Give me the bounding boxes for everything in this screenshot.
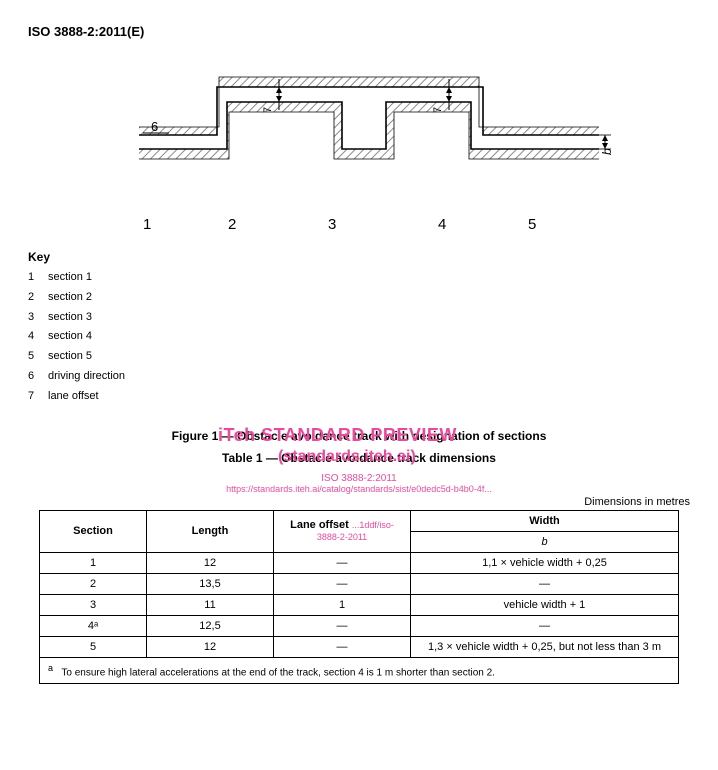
key-item: 6driving direction xyxy=(28,367,690,387)
key-item: 4section 4 xyxy=(28,327,690,347)
table-row: 4ᵃ12,5—— xyxy=(40,615,679,636)
watermark-preview: iTeh STANDARD PREVIEW xyxy=(218,425,457,446)
svg-text:7: 7 xyxy=(432,107,444,113)
table-row: 213,5—— xyxy=(40,573,679,594)
section-num-2: 2 xyxy=(228,216,236,233)
dimensions-note: Dimensions in metres xyxy=(28,496,690,508)
figure-caption: iTeh STANDARD PREVIEW Figure 1 — Obstacl… xyxy=(28,429,690,443)
label-6: 6 xyxy=(151,119,158,134)
footnote-mark: a xyxy=(48,663,53,673)
figure-1: 6 7 7 b 1 2 xyxy=(28,57,690,236)
table-footnote-row: a To ensure high lateral accelerations a… xyxy=(40,657,679,683)
watermark-site: (standards.iteh.ai) xyxy=(278,448,416,466)
document-id: ISO 3888-2:2011(E) xyxy=(28,24,690,39)
section-number-row: 1 2 3 4 5 xyxy=(28,216,690,236)
svg-text:7: 7 xyxy=(262,107,274,113)
key-list: 1section 1 2section 2 3section 3 4sectio… xyxy=(28,268,690,407)
th-section: Section xyxy=(40,510,147,552)
table-row: 3111vehicle width + 1 xyxy=(40,594,679,615)
section-num-5: 5 xyxy=(528,216,536,233)
table-caption: (standards.iteh.ai) Table 1 — Obstacle a… xyxy=(28,451,690,465)
dimension-b: b xyxy=(599,135,614,155)
key-item: 2section 2 xyxy=(28,288,690,308)
watermark-iso: ISO 3888-2:2011 xyxy=(28,473,690,484)
table-row: 112—1,1 × vehicle width + 0,25 xyxy=(40,552,679,573)
key-item: 5section 5 xyxy=(28,347,690,367)
key-item: 7lane offset xyxy=(28,387,690,407)
watermark-url: https://standards.iteh.ai/catalog/standa… xyxy=(28,484,690,494)
track-diagram: 6 7 7 b xyxy=(99,57,619,207)
table-row: 512—1,3 × vehicle width + 0,25, but not … xyxy=(40,636,679,657)
th-length: Length xyxy=(147,510,274,552)
section-num-1: 1 xyxy=(143,216,151,233)
table-header-row: Section Length Lane offset ...1ddf/iso-3… xyxy=(40,510,679,531)
footnote-text: To ensure high lateral accelerations at … xyxy=(61,667,495,678)
key-item: 3section 3 xyxy=(28,308,690,328)
dimensions-table: Section Length Lane offset ...1ddf/iso-3… xyxy=(39,510,679,684)
key-heading: Key xyxy=(28,250,690,264)
th-width-sub: b xyxy=(411,531,679,552)
key-item: 1section 1 xyxy=(28,268,690,288)
watermark-block: ISO 3888-2:2011 https://standards.iteh.a… xyxy=(28,473,690,494)
th-width: Width xyxy=(411,510,679,531)
section-num-4: 4 xyxy=(438,216,446,233)
section-num-3: 3 xyxy=(328,216,336,233)
svg-text:b: b xyxy=(600,148,614,155)
th-offset: Lane offset ...1ddf/iso-3888-2-2011 xyxy=(274,510,411,552)
